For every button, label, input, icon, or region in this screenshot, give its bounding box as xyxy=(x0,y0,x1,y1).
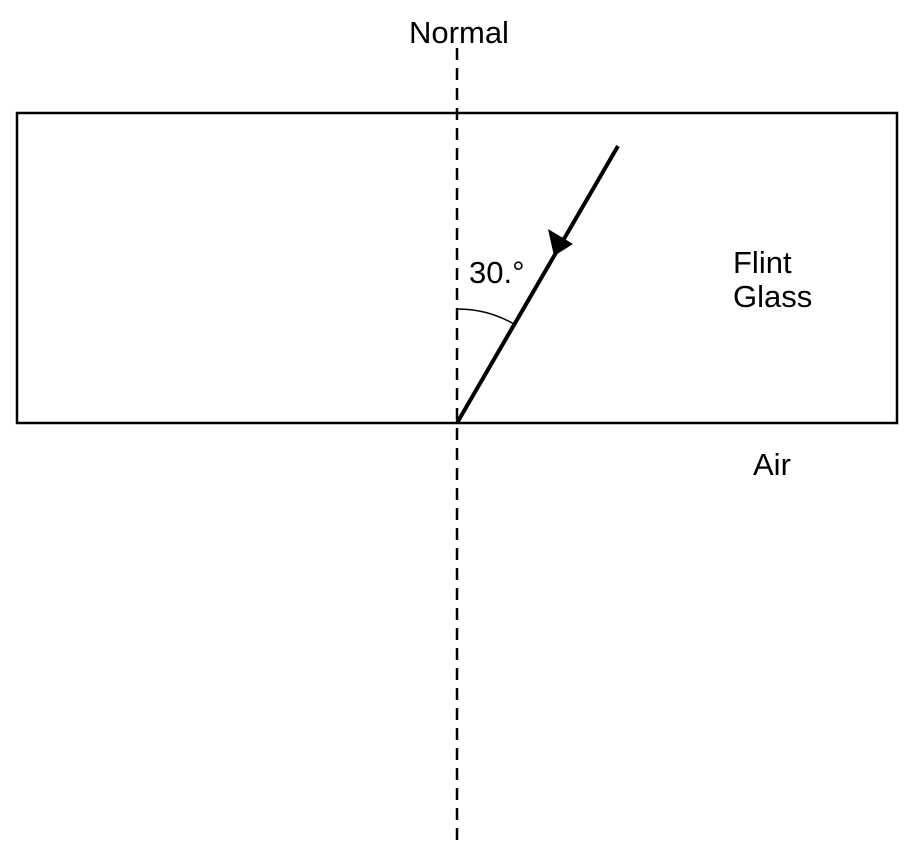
angle-arc xyxy=(456,308,515,325)
material-label-line1: Flint xyxy=(733,245,792,280)
incident-ray xyxy=(455,144,620,425)
air-label: Air xyxy=(753,447,791,482)
material-label-line2: Glass xyxy=(733,279,812,314)
normal-label: Normal xyxy=(409,15,509,50)
angle-label: 30.° xyxy=(469,255,525,290)
ray-arrowhead-icon xyxy=(548,229,573,256)
